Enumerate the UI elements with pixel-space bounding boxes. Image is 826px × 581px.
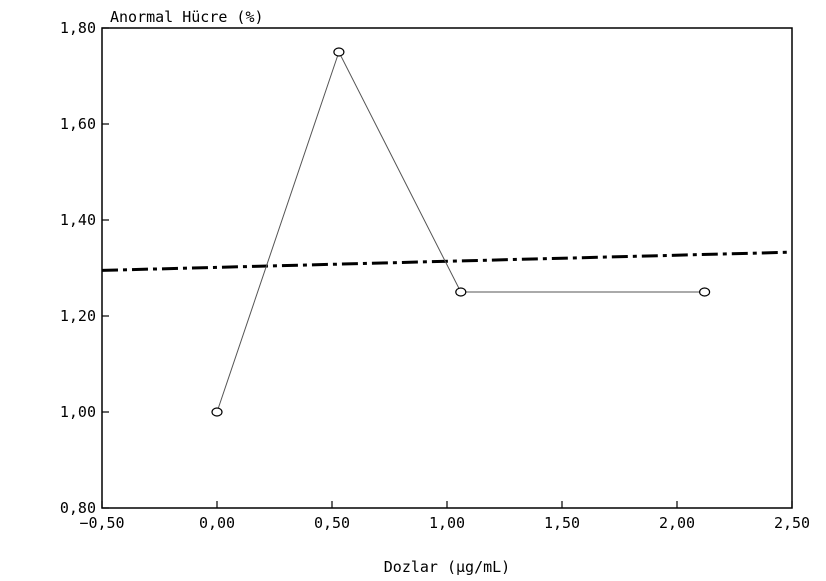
trend-line [102,252,792,270]
x-tick-label: 2,50 [774,514,810,532]
data-point [212,408,222,416]
data-point [334,48,344,56]
x-tick-label: 0,50 [314,514,350,532]
y-tick-label: 1,80 [60,19,96,37]
x-tick-label: 1,50 [544,514,580,532]
x-tick-label: 2,00 [659,514,695,532]
x-tick-label: 1,00 [429,514,465,532]
x-tick-label: 0,00 [199,514,235,532]
series-group [102,48,792,416]
y-tick-label: 1,20 [60,307,96,325]
y-tick-label: 1,00 [60,403,96,421]
y-tick-label: 1,60 [60,115,96,133]
x-ticks: −0,50 0,00 0,50 1,00 1,50 2,00 2,50 [79,501,810,532]
x-axis-label: Dozlar (µg/mL) [384,558,510,576]
y-tick-label: 1,40 [60,211,96,229]
y-tick-label: 0,80 [60,499,96,517]
data-point [456,288,466,296]
data-line [217,52,705,412]
y-axis-label: Anormal Hücre (%) [110,8,264,26]
data-point [700,288,710,296]
